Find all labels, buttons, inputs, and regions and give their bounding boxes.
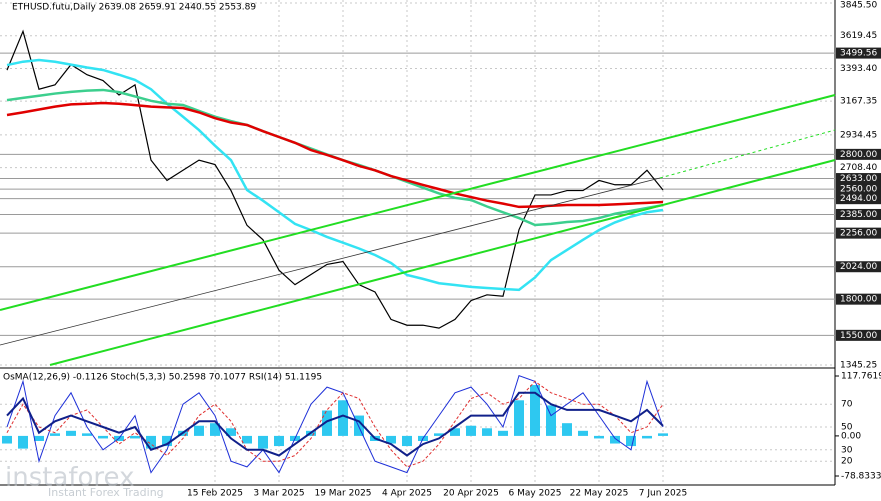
histogram-bar	[66, 430, 76, 436]
y-tick-label: 2708.40	[840, 163, 877, 173]
histogram-bar	[642, 435, 652, 439]
series-line	[6, 101, 664, 209]
y-tick-label: 117.7619	[841, 372, 881, 382]
level-label: 2024.00	[840, 262, 877, 272]
histogram-bar	[610, 435, 620, 444]
histogram-bar	[498, 430, 508, 436]
histogram-bar	[162, 435, 172, 447]
series-line	[6, 58, 664, 292]
histogram-bar	[146, 435, 156, 449]
marks	[2, 29, 668, 474]
y-tick-label: 3845.50	[840, 1, 877, 11]
histogram-bar	[34, 435, 44, 441]
x-tick-label: 22 May 2025	[570, 489, 629, 499]
histogram-bar	[130, 435, 140, 439]
chart-title: ETHUSD.futu,Daily 2639.08 2659.91 2440.5…	[12, 3, 256, 13]
histogram-bar	[338, 400, 348, 436]
oscillator-line	[6, 375, 664, 474]
y-tick-label: 3619.45	[840, 31, 877, 41]
histogram-bar	[226, 428, 236, 436]
y-tick-label: 2934.45	[840, 130, 877, 140]
labels: 3845.50 3619.45 3393.40 3167.35 2934.45 2708.…	[187, 1, 881, 499]
histogram-bar	[50, 433, 60, 436]
y-tick-label: 0.00	[841, 431, 861, 441]
x-tick-label: 4 Apr 2025	[382, 489, 432, 499]
level-label: 2560.00	[840, 185, 877, 195]
oscillator-line	[6, 391, 664, 457]
histogram-bar	[594, 435, 604, 439]
y2-tick-label: 30	[841, 445, 853, 455]
grid	[0, 0, 839, 485]
histogram-bar	[82, 433, 92, 436]
histogram-bar	[194, 425, 204, 436]
histogram-bar	[482, 428, 492, 436]
x-tick-label: 6 May 2025	[509, 489, 562, 499]
level-box	[836, 148, 881, 160]
level-label: 2385.00	[840, 210, 877, 220]
histogram-bar	[450, 428, 460, 436]
trend-line	[659, 129, 836, 179]
y-tick-label: 1345.25	[840, 361, 877, 371]
x-tick-label: 19 Mar 2025	[314, 489, 371, 499]
histogram-bar	[578, 430, 588, 436]
level-label: 1800.00	[840, 295, 877, 305]
trend-line	[49, 159, 836, 366]
level-box	[836, 173, 881, 185]
level-label: 2800.00	[840, 150, 877, 160]
y2-tick-label: 70	[841, 400, 853, 410]
histogram-bar	[18, 435, 28, 449]
histogram-bar	[626, 435, 636, 447]
level-box	[836, 261, 881, 273]
watermark: instaforex	[5, 463, 134, 493]
histogram-bar	[386, 435, 396, 444]
trend-line	[0, 177, 661, 346]
y-tick-label: 3167.35	[840, 97, 877, 107]
histogram-bar	[530, 385, 540, 436]
histogram-bar	[242, 435, 252, 444]
histogram-bar	[2, 435, 12, 444]
histogram-bar	[546, 405, 556, 436]
histogram-bar	[274, 435, 284, 447]
y2-tick-label: 50	[841, 423, 853, 433]
histogram-bar	[354, 415, 364, 436]
level-label: 2256.00	[840, 229, 877, 239]
y2-tick-label: 20	[841, 457, 853, 467]
oscillator-line	[6, 380, 664, 468]
histogram-bar	[402, 435, 412, 447]
level-box	[836, 329, 881, 341]
x-tick-label: 3 Mar 2025	[253, 489, 304, 499]
level-label: 2633.00	[840, 174, 877, 184]
level-box	[836, 47, 881, 59]
histogram-bar	[322, 410, 332, 436]
level-label: 3499.56	[840, 49, 877, 59]
histogram-bar	[210, 423, 220, 436]
trend-line	[0, 94, 836, 311]
x-tick-label: 7 Jun 2025	[639, 489, 687, 499]
level-box	[836, 208, 881, 220]
level-label: 1550.00	[840, 331, 877, 341]
y-tick-label: 3393.40	[840, 64, 877, 74]
level-box	[836, 293, 881, 305]
level-box	[836, 183, 881, 195]
indicator-title: OsMA(12,26,9) -0.1126 Stoch(5,3,3) 50.25…	[3, 373, 322, 383]
histogram-bar	[514, 400, 524, 436]
watermark-sub: Instant Forex Trading	[48, 486, 164, 499]
level-box	[836, 227, 881, 239]
x-tick-label: 15 Feb 2025	[187, 489, 243, 499]
y-tick-label: -78.8333	[841, 472, 881, 482]
level-box	[836, 193, 881, 205]
histogram-bar	[258, 435, 268, 449]
histogram-bar	[466, 425, 476, 436]
histogram-bar	[434, 433, 444, 436]
x-tick-label: 20 Apr 2025	[443, 489, 499, 499]
histogram-bar	[658, 433, 668, 436]
histogram-bar	[562, 423, 572, 436]
level-label: 2494.00	[840, 194, 877, 204]
histogram-bar	[98, 435, 108, 439]
